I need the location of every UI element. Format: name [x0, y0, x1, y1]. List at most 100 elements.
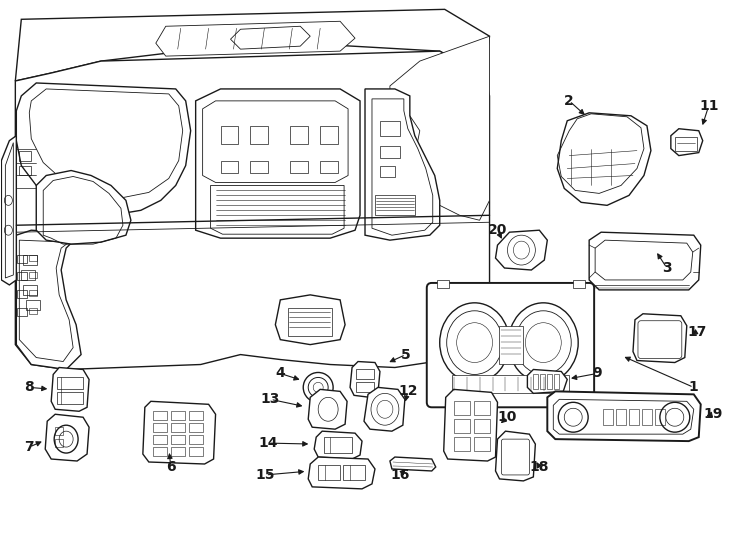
Polygon shape [275, 295, 345, 345]
Text: 4: 4 [275, 367, 286, 381]
Bar [324, 437, 352, 453]
Bar [57, 393, 83, 404]
Bar [55, 439, 63, 447]
FancyBboxPatch shape [426, 283, 594, 407]
Text: 11: 11 [699, 99, 719, 113]
Polygon shape [548, 392, 701, 441]
Polygon shape [390, 36, 490, 220]
Text: 16: 16 [390, 468, 410, 482]
Polygon shape [557, 113, 651, 205]
Bar [473, 437, 490, 451]
Bar [380, 121, 400, 136]
Text: 5: 5 [401, 348, 411, 362]
Bar [55, 427, 63, 435]
Polygon shape [196, 89, 360, 238]
Polygon shape [633, 314, 687, 362]
Bar [171, 447, 185, 456]
Bar [437, 280, 448, 288]
Polygon shape [36, 171, 131, 244]
Bar [189, 411, 203, 420]
Bar [220, 160, 239, 172]
Bar [473, 419, 490, 433]
Polygon shape [528, 369, 567, 393]
Text: 19: 19 [703, 407, 722, 421]
Polygon shape [16, 230, 81, 369]
Polygon shape [390, 457, 436, 471]
Bar [675, 137, 697, 151]
Bar [19, 151, 32, 160]
Bar [153, 447, 167, 456]
Bar [534, 374, 538, 389]
Polygon shape [156, 21, 355, 56]
Bar [320, 160, 338, 172]
Bar [290, 160, 308, 172]
Bar [320, 126, 338, 144]
Polygon shape [671, 129, 702, 156]
Bar [18, 290, 27, 298]
Polygon shape [46, 414, 89, 461]
Polygon shape [350, 361, 380, 397]
Polygon shape [1, 136, 16, 285]
Polygon shape [308, 389, 347, 429]
Bar [380, 166, 395, 178]
Text: 20: 20 [488, 223, 507, 237]
Bar [250, 160, 269, 172]
Text: 8: 8 [24, 380, 34, 394]
Bar [23, 285, 37, 295]
Bar [629, 409, 639, 425]
Bar [573, 280, 585, 288]
Bar [380, 146, 400, 158]
Bar [18, 255, 27, 263]
Polygon shape [51, 368, 89, 411]
Bar [642, 409, 652, 425]
Polygon shape [230, 26, 310, 49]
Bar [451, 375, 570, 393]
Bar [318, 465, 340, 480]
Bar [171, 435, 185, 444]
Polygon shape [15, 9, 490, 81]
Bar [548, 374, 552, 389]
Text: 3: 3 [662, 261, 672, 275]
Bar [18, 308, 27, 316]
Bar [454, 419, 470, 433]
Polygon shape [314, 431, 362, 459]
Text: 17: 17 [687, 325, 706, 339]
Bar [220, 126, 239, 144]
Bar [171, 423, 185, 432]
Bar [29, 272, 37, 278]
Text: 1: 1 [689, 380, 699, 394]
Bar [454, 437, 470, 451]
Bar [454, 401, 470, 415]
Text: 10: 10 [498, 410, 517, 424]
Text: 7: 7 [24, 440, 34, 454]
Bar [343, 465, 365, 480]
Bar [171, 411, 185, 420]
Polygon shape [143, 401, 216, 464]
Bar [189, 447, 203, 456]
Bar [603, 409, 613, 425]
Bar [153, 411, 167, 420]
Text: 2: 2 [564, 94, 574, 108]
Bar [356, 382, 374, 393]
Bar [57, 377, 83, 389]
Bar [290, 126, 308, 144]
Bar [473, 401, 490, 415]
Bar [21, 270, 35, 280]
Bar [19, 166, 32, 176]
Text: 14: 14 [258, 436, 278, 450]
Bar [29, 290, 37, 296]
Bar [29, 308, 37, 314]
Bar [356, 369, 374, 380]
Bar [655, 409, 665, 425]
Polygon shape [16, 83, 191, 215]
Polygon shape [308, 457, 375, 489]
Bar [189, 435, 203, 444]
Polygon shape [589, 232, 701, 290]
Bar [23, 255, 37, 265]
Text: 6: 6 [166, 460, 175, 474]
Bar [153, 435, 167, 444]
Text: 12: 12 [398, 384, 418, 399]
Text: 13: 13 [261, 393, 280, 406]
Bar [375, 195, 415, 215]
Polygon shape [495, 431, 535, 481]
